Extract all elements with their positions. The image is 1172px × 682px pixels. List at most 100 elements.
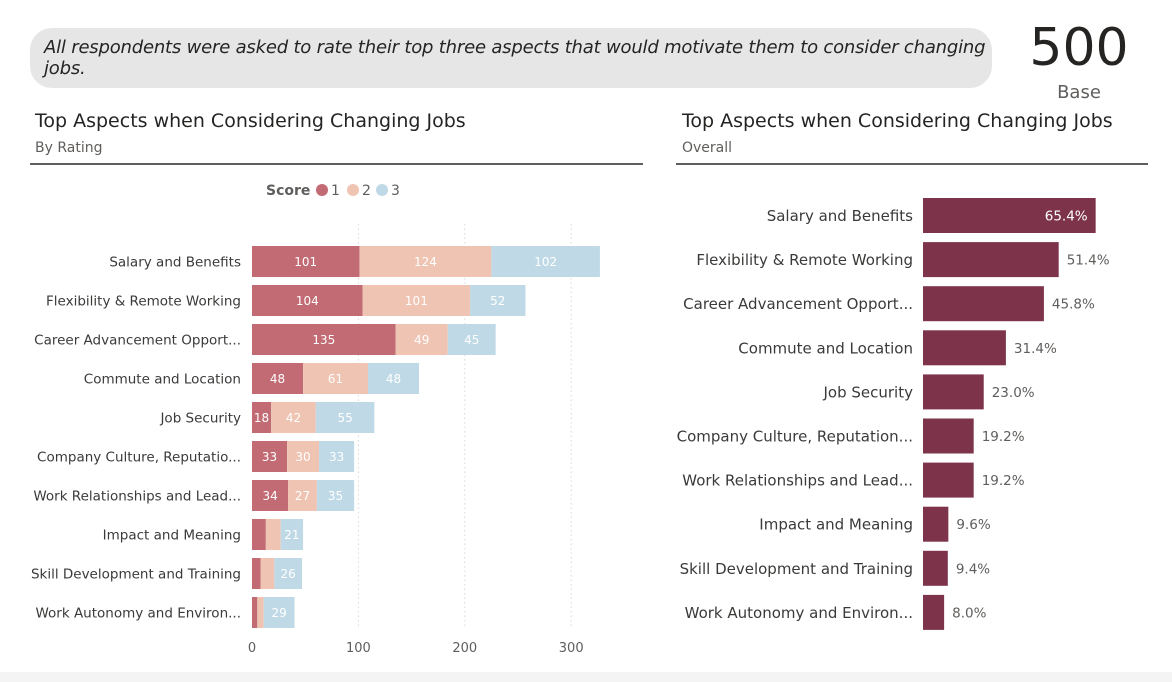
- bar-data-label: 9.6%: [956, 517, 990, 533]
- category-label: Flexibility & Remote Working: [46, 294, 241, 310]
- category-label: Company Culture, Reputatio...: [37, 450, 241, 466]
- x-tick-label: 300: [559, 641, 584, 656]
- bar-segment-score-1-company-culture-reputatio[interactable]: [252, 441, 288, 472]
- x-tick-label: 100: [346, 641, 371, 656]
- bar-data-label: 104: [296, 294, 319, 308]
- bar-segment-score-1-impact-and-meaning[interactable]: [252, 519, 266, 550]
- right-chart-title: Top Aspects when Considering Changing Jo…: [682, 110, 1113, 132]
- bar-segment-score-2-company-culture-reputatio[interactable]: [287, 441, 320, 472]
- bar-data-label: 102: [534, 255, 557, 269]
- bar-segment-score-1-commute-and-location[interactable]: [252, 363, 304, 394]
- bar-data-label: 18: [254, 411, 269, 425]
- bar-data-label: 9.4%: [956, 561, 990, 577]
- bar-segment-score-1-career-advancement-opport[interactable]: [252, 324, 396, 355]
- category-label: Work Autonomy and Environ...: [685, 604, 913, 622]
- right-chart-divider: [676, 163, 1148, 165]
- bar-data-label: 29: [271, 606, 286, 620]
- bar-segment-score-2-salary-and-benefits[interactable]: [359, 246, 492, 277]
- category-label: Job Security: [823, 383, 914, 401]
- bar-data-label: 34: [262, 489, 277, 503]
- bar-segment-score-2-career-advancement-opport[interactable]: [395, 324, 448, 355]
- bar-segment-score-1-salary-and-benefits[interactable]: [252, 246, 360, 277]
- bar-segment-score-3-work-autonomy-and-environ[interactable]: [263, 597, 295, 628]
- bar-data-label: 21: [284, 528, 299, 542]
- bar-salary-and-benefits[interactable]: [923, 198, 1096, 233]
- x-tick-label: 200: [452, 641, 477, 656]
- bar-data-label: 23.0%: [992, 385, 1035, 401]
- base-count-value: 500: [1029, 18, 1129, 78]
- bar-data-label: 65.4%: [1045, 209, 1088, 225]
- bar-work-relationships-and-lead[interactable]: [923, 462, 974, 498]
- category-label: Work Relationships and Lead...: [33, 489, 241, 505]
- page-footer-strip: [0, 672, 1172, 682]
- bar-data-label: 19.2%: [982, 429, 1025, 445]
- bar-segment-score-3-flexibility-remote-working[interactable]: [470, 285, 526, 316]
- bar-data-label: 27: [295, 489, 310, 503]
- bar-segment-score-3-career-advancement-opport[interactable]: [447, 324, 496, 355]
- bar-data-label: 45.8%: [1052, 297, 1095, 313]
- category-label: Skill Development and Training: [31, 567, 241, 583]
- bar-segment-score-3-job-security[interactable]: [315, 402, 375, 433]
- bar-segment-score-3-impact-and-meaning[interactable]: [280, 519, 304, 550]
- category-label: Commute and Location: [738, 339, 913, 357]
- bar-work-autonomy-and-environ[interactable]: [923, 594, 945, 630]
- category-label: Work Autonomy and Environ...: [35, 606, 241, 622]
- bar-data-label: 49: [414, 333, 429, 347]
- bar-segment-score-3-work-relationships-and-lead[interactable]: [316, 480, 355, 511]
- bar-data-label: 101: [405, 294, 428, 308]
- legend-label-score-3[interactable]: 3: [391, 183, 400, 199]
- bar-impact-and-meaning[interactable]: [923, 506, 949, 542]
- bar-segment-score-2-work-relationships-and-lead[interactable]: [288, 480, 317, 511]
- bar-segment-score-2-impact-and-meaning[interactable]: [265, 519, 281, 550]
- bar-segment-score-2-flexibility-remote-working[interactable]: [362, 285, 471, 316]
- left-chart-subtitle: By Rating: [35, 140, 103, 156]
- legend-label-score-2[interactable]: 2: [362, 183, 371, 199]
- bar-segment-score-3-skill-development-and-training[interactable]: [274, 558, 303, 589]
- category-label: Job Security: [159, 411, 241, 427]
- bar-data-label: 135: [312, 333, 335, 347]
- bar-data-label: 42: [286, 411, 301, 425]
- category-label: Salary and Benefits: [767, 207, 913, 225]
- bar-segment-score-2-commute-and-location[interactable]: [303, 363, 368, 394]
- left-chart-divider: [30, 163, 643, 165]
- bar-career-advancement-opport[interactable]: [923, 286, 1044, 322]
- bar-data-label: 30: [295, 450, 310, 464]
- legend-marker-score-1[interactable]: [316, 184, 328, 196]
- bar-company-culture-reputation[interactable]: [923, 418, 974, 454]
- bar-segment-score-3-salary-and-benefits[interactable]: [491, 246, 600, 277]
- bar-data-label: 45: [464, 333, 479, 347]
- bar-segment-score-3-commute-and-location[interactable]: [367, 363, 420, 394]
- legend-marker-score-3[interactable]: [376, 184, 388, 196]
- bar-segment-score-1-work-autonomy-and-environ[interactable]: [252, 597, 258, 628]
- bar-data-label: 31.4%: [1014, 341, 1057, 357]
- category-label: Company Culture, Reputation...: [677, 428, 913, 446]
- bar-data-label: 51.4%: [1067, 253, 1110, 269]
- bar-commute-and-location[interactable]: [923, 330, 1006, 366]
- bar-data-label: 52: [490, 294, 505, 308]
- legend-label-score-1[interactable]: 1: [331, 183, 340, 199]
- bar-segment-score-2-skill-development-and-training[interactable]: [260, 558, 275, 589]
- bar-data-label: 19.2%: [982, 473, 1025, 489]
- x-tick-label: 0: [248, 641, 256, 656]
- bar-flexibility-remote-working[interactable]: [923, 242, 1059, 278]
- bar-job-security[interactable]: [923, 374, 984, 410]
- bar-data-label: 124: [414, 255, 437, 269]
- bar-segment-score-1-work-relationships-and-lead[interactable]: [252, 480, 289, 511]
- legend-title: Score: [266, 183, 310, 199]
- bar-skill-development-and-training[interactable]: [923, 550, 948, 586]
- bar-segment-score-1-job-security[interactable]: [252, 402, 272, 433]
- base-count-label: Base: [1057, 82, 1101, 103]
- bar-segment-score-1-skill-development-and-training[interactable]: [252, 558, 261, 589]
- bar-data-label: 101: [294, 255, 317, 269]
- bar-data-label: 35: [328, 489, 343, 503]
- bar-segment-score-1-flexibility-remote-working[interactable]: [252, 285, 363, 316]
- category-label: Impact and Meaning: [103, 528, 241, 544]
- bar-segment-score-2-work-autonomy-and-environ[interactable]: [257, 597, 264, 628]
- category-label: Flexibility & Remote Working: [696, 251, 913, 269]
- stacked-bar-chart-by-rating: 0 100 200 300 Score 1 2 3 Salary and Benefits 101…: [31, 183, 600, 656]
- category-label: Career Advancement Opport...: [683, 295, 913, 313]
- bar-segment-score-2-job-security[interactable]: [271, 402, 316, 433]
- bar-segment-score-3-company-culture-reputatio[interactable]: [319, 441, 355, 472]
- legend-marker-score-2[interactable]: [347, 184, 359, 196]
- category-label: Work Relationships and Lead...: [682, 472, 913, 490]
